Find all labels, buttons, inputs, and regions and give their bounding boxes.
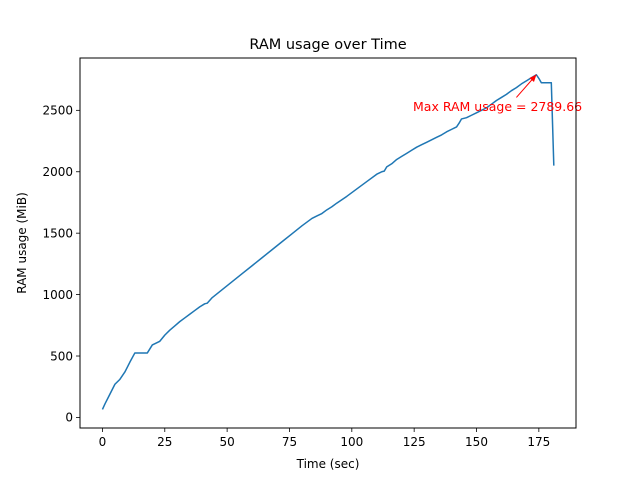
chart-title: RAM usage over Time <box>249 37 406 53</box>
annotation-layer: Max RAM usage = 2789.66 <box>413 74 582 114</box>
y-tick-label: 0 <box>65 411 73 425</box>
y-axis-label: RAM usage (MiB) <box>15 192 29 294</box>
y-tick-label: 500 <box>50 349 73 363</box>
y-axis-ticks: 0 500 1000 1500 2000 2500 <box>42 104 80 425</box>
x-tick-label: 150 <box>465 435 488 449</box>
annotation-arrow-head <box>529 74 537 82</box>
x-tick-label: 75 <box>282 435 297 449</box>
x-tick-label: 175 <box>527 435 550 449</box>
y-tick-label: 2500 <box>42 104 73 118</box>
x-tick-label: 25 <box>157 435 172 449</box>
x-tick-label: 50 <box>219 435 234 449</box>
plot-layer <box>101 74 555 410</box>
x-tick-label: 125 <box>403 435 426 449</box>
max-ram-annotation-text: Max RAM usage = 2789.66 <box>413 99 582 114</box>
y-tick-label: 1000 <box>42 288 73 302</box>
series-line-0 <box>101 74 555 410</box>
x-tick-label: 100 <box>340 435 363 449</box>
plot-area-frame <box>79 57 577 429</box>
y-tick-label: 1500 <box>42 226 73 240</box>
x-axis-label: Time (sec) <box>296 457 360 471</box>
x-tick-label: 0 <box>99 435 107 449</box>
y-tick-label: 2000 <box>42 165 73 179</box>
x-axis-ticks: 0 25 50 75 100 125 150 175 <box>99 428 550 449</box>
